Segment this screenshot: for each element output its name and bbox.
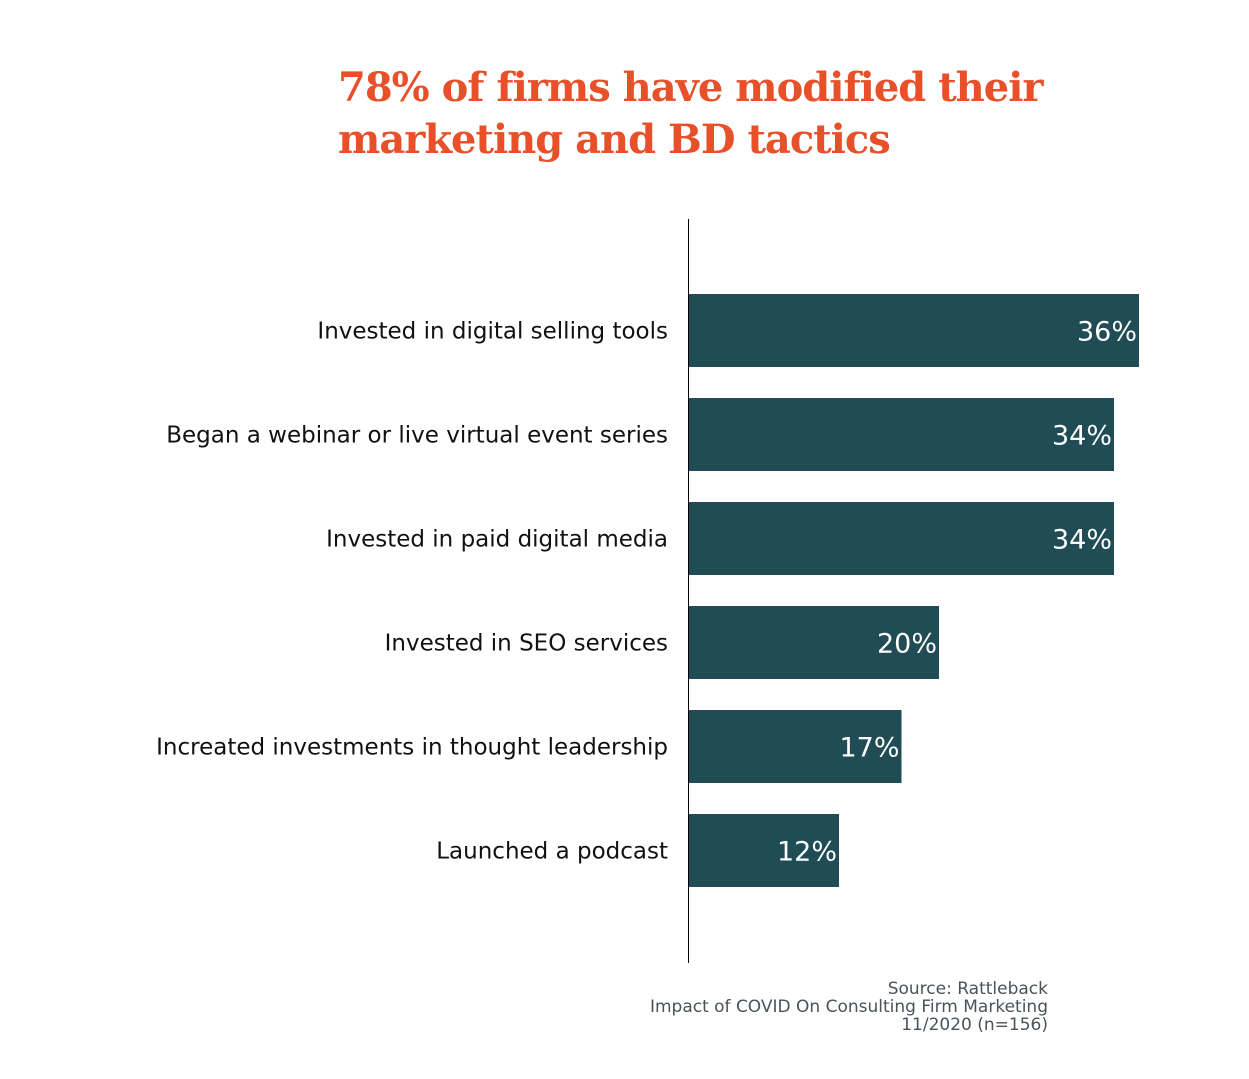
chart-title-line-2: marketing and BD tactics: [338, 116, 891, 163]
bar: [689, 294, 1139, 367]
source-line-1: Source: Rattleback: [887, 979, 1048, 999]
data-label: 36%: [1077, 317, 1137, 348]
data-label: 34%: [1052, 525, 1112, 556]
data-label: 17%: [839, 733, 899, 764]
bar: [689, 502, 1114, 575]
source-note: Source: Rattleback Impact of COVID On Co…: [650, 980, 1048, 1034]
category-label: Began a webinar or live virtual event se…: [166, 423, 668, 449]
bar: [689, 398, 1114, 471]
category-label: Invested in digital selling tools: [317, 319, 668, 345]
source-line-3: 11/2020 (n=156): [901, 1015, 1048, 1035]
chart-title: 78% of firms have modified their marketi…: [338, 62, 1043, 166]
data-label: 12%: [777, 837, 837, 868]
bar: [689, 710, 902, 783]
category-label: Launched a podcast: [436, 839, 668, 865]
source-line-2: Impact of COVID On Consulting Firm Marke…: [649, 997, 1048, 1017]
category-label: Invested in paid digital media: [326, 527, 668, 553]
data-label: 34%: [1052, 421, 1112, 452]
bar: [689, 606, 939, 679]
data-label: 20%: [877, 629, 937, 660]
chart-title-line-1: 78% of firms have modified their: [338, 64, 1043, 111]
category-label: Increated investments in thought leaders…: [156, 735, 668, 761]
bar: [689, 814, 839, 887]
category-label: Invested in SEO services: [385, 631, 668, 657]
